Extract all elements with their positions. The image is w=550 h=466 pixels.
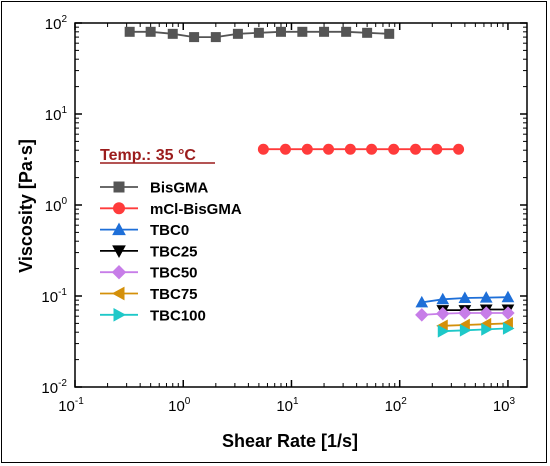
data-point [502, 322, 515, 335]
data-point [167, 28, 178, 39]
series-line [442, 322, 508, 327]
y-axis-title: Viscosity [Pa·s] [16, 139, 36, 273]
series-bisgma [124, 26, 395, 43]
data-point [145, 26, 156, 37]
data-point [453, 143, 465, 155]
data-point [366, 143, 378, 155]
legend-label: TBC0 [150, 222, 189, 239]
data-point [458, 291, 472, 304]
series-tbc50 [415, 306, 515, 322]
data-point [319, 26, 330, 37]
series-layer [124, 26, 515, 338]
legend-item: TBC0 [100, 222, 189, 239]
data-point [388, 143, 400, 155]
legend-item: TBC25 [100, 243, 198, 260]
data-point [323, 143, 335, 155]
data-point [459, 323, 472, 337]
data-point [124, 26, 135, 37]
data-point [384, 28, 395, 39]
series-line [442, 308, 508, 311]
y-tick-label: 101 [45, 105, 68, 124]
data-point [431, 143, 443, 155]
x-tick-label: 103 [493, 396, 516, 415]
data-point [275, 26, 286, 37]
legend-marker [111, 264, 127, 280]
legend-item: BisGMA [100, 180, 209, 197]
data-point [479, 306, 493, 320]
data-point [362, 27, 373, 38]
x-axis-title: Shear Rate [1/s] [222, 431, 358, 451]
legend-label: BisGMA [150, 180, 209, 197]
y-tick-label: 10-1 [41, 287, 67, 306]
data-point [410, 143, 422, 155]
data-point [257, 143, 269, 155]
legend-label: TBC100 [150, 307, 206, 324]
legend-item: mCl-BisGMA [100, 201, 242, 218]
x-tick-label: 102 [385, 396, 408, 415]
y-tick-label: 100 [45, 196, 68, 215]
data-point [189, 32, 200, 43]
data-point [415, 308, 429, 322]
data-point [232, 28, 243, 39]
legend-item: TBC75 [100, 286, 198, 303]
data-point [501, 290, 515, 303]
x-tick-label: 101 [276, 396, 299, 415]
data-point [341, 26, 352, 37]
legend-marker [111, 286, 125, 301]
data-point [436, 306, 450, 321]
x-tick-label: 10-1 [58, 396, 84, 415]
plot-area-border [74, 22, 528, 388]
legend-marker [113, 181, 125, 193]
legend-marker [113, 307, 127, 322]
series-tbc100 [437, 322, 515, 338]
legend: BisGMA mCl-BisGMA TBC0 TBC25 TBC50 TBC75 TBC10… [100, 180, 242, 324]
data-point [297, 26, 308, 37]
data-point [458, 306, 472, 320]
legend-label: TBC50 [150, 265, 198, 282]
data-point [501, 306, 515, 320]
legend-item: TBC50 [100, 265, 198, 282]
data-point [210, 32, 221, 43]
data-point [279, 143, 291, 155]
legend-label: mCl-BisGMA [150, 201, 242, 218]
temperature-annotation: Temp.: 35 °C [100, 147, 196, 164]
legend-marker [112, 222, 126, 236]
annotation-layer: Temp.: 35 °C [100, 147, 215, 164]
data-point [436, 292, 450, 305]
data-point [479, 291, 493, 303]
legend-marker [113, 202, 125, 215]
legend-item: TBC100 [100, 307, 206, 324]
data-point [481, 323, 493, 336]
data-point [344, 143, 356, 155]
series-mcl-bisgma [257, 143, 465, 155]
series-tbc0 [415, 290, 515, 308]
data-point [437, 324, 450, 338]
y-tick-label: 10-2 [41, 378, 67, 397]
legend-label: TBC25 [150, 243, 198, 260]
y-tick-label: 102 [45, 14, 68, 33]
x-tick-label: 100 [168, 396, 191, 415]
legend-label: TBC75 [150, 286, 198, 303]
data-point [415, 295, 429, 308]
legend-marker [112, 245, 126, 258]
series-line [442, 327, 508, 333]
data-point [253, 27, 264, 38]
data-point [301, 143, 313, 155]
